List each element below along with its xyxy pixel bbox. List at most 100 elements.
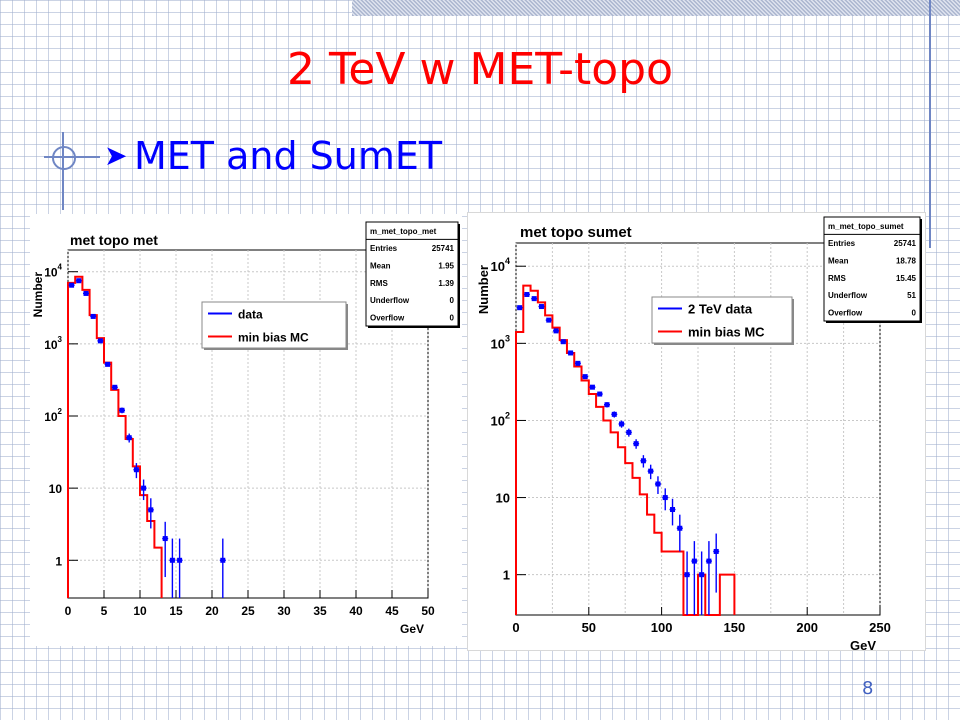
data-point <box>567 350 574 356</box>
y-tick-label: 1 <box>503 568 510 583</box>
stats-row-value: 25741 <box>894 239 917 248</box>
stats-row-value: 15.45 <box>896 274 917 283</box>
data-marker <box>162 536 168 542</box>
x-tick-label: 100 <box>651 620 673 635</box>
legend-label: min bias MC <box>688 325 765 340</box>
top-decorative-band <box>352 0 960 16</box>
stats-row-label: Underflow <box>828 291 868 300</box>
x-tick-label: 15 <box>169 604 183 618</box>
data-point <box>705 541 712 615</box>
data-marker <box>69 282 75 288</box>
x-tick-label: 50 <box>582 620 596 635</box>
data-point <box>68 282 75 288</box>
data-point <box>169 538 176 598</box>
stats-row-value: 1.95 <box>438 261 454 270</box>
data-marker <box>76 278 82 284</box>
data-marker <box>141 485 147 491</box>
data-marker <box>148 507 154 513</box>
data-point <box>97 338 104 344</box>
data-point <box>647 464 654 480</box>
legend-box <box>201 301 347 349</box>
x-tick-label: 5 <box>101 604 108 618</box>
data-point <box>676 514 683 552</box>
data-marker <box>662 495 668 501</box>
stats-row-value: 25741 <box>432 244 455 253</box>
data-marker <box>568 350 574 356</box>
x-tick-label: 200 <box>796 620 818 635</box>
x-tick-label: 0 <box>512 620 519 635</box>
y-axis-label: Number <box>31 272 45 318</box>
data-marker <box>619 421 625 427</box>
y-tick-label: 10 <box>49 482 63 496</box>
data-marker <box>640 458 646 464</box>
stats-row-value: 0 <box>450 296 455 305</box>
data-point <box>560 339 567 345</box>
stats-row-value: 51 <box>907 291 916 300</box>
data-point <box>662 488 669 511</box>
x-tick-label: 35 <box>313 604 327 618</box>
data-point <box>176 538 183 598</box>
stats-row-label: Overflow <box>370 313 405 322</box>
y-axis-label: Number <box>476 265 491 314</box>
data-marker <box>517 305 523 311</box>
data-point <box>596 391 603 397</box>
x-tick-label: 50 <box>421 604 435 618</box>
data-point <box>691 541 698 615</box>
data-marker <box>597 391 603 397</box>
data-point <box>669 498 676 526</box>
data-marker <box>97 338 103 344</box>
data-point <box>531 296 538 302</box>
data-marker <box>670 507 676 513</box>
met-histogram-panel: 0 5 10 15 20 25 30 35 40 45 50 1 10 102 103 104 met topo… <box>30 214 462 646</box>
y-tick-label: 10 <box>496 491 510 506</box>
data-point <box>618 420 625 428</box>
data-point <box>219 538 226 598</box>
stats-row-label: Mean <box>828 256 849 265</box>
data-marker <box>684 572 690 578</box>
data-point <box>640 455 647 468</box>
legend-label: min bias MC <box>238 331 309 345</box>
data-marker <box>169 557 175 563</box>
data-point <box>75 278 82 284</box>
y-tick-label: 104 <box>491 256 510 274</box>
stats-row-label: Entries <box>370 244 398 253</box>
data-point <box>611 411 618 418</box>
data-marker <box>83 290 89 296</box>
data-point <box>713 533 720 593</box>
mc-histogram-line <box>515 284 736 616</box>
data-marker <box>655 481 661 487</box>
data-point <box>545 317 552 323</box>
data-point <box>589 384 596 390</box>
data-point <box>633 439 640 449</box>
data-marker <box>119 407 125 413</box>
stats-row-value: 18.78 <box>896 256 917 265</box>
y-tick-label: 102 <box>44 407 62 424</box>
legend-box <box>651 296 793 344</box>
data-marker <box>633 441 639 447</box>
mc-histogram-line <box>67 275 163 598</box>
data-point <box>147 498 154 529</box>
data-point <box>516 305 523 311</box>
x-tick-label: 0 <box>65 604 72 618</box>
met-histogram-chart: 0 5 10 15 20 25 30 35 40 45 50 1 10 102 103 104 met topo… <box>31 221 460 636</box>
sumet-histogram-panel: 0 50 100 150 200 250 1 10 102 103 104 met topo sume… <box>467 212 926 651</box>
x-tick-label: 150 <box>724 620 746 635</box>
stats-box <box>365 221 459 327</box>
x-tick-label: 30 <box>277 604 291 618</box>
stats-row-value: 0 <box>912 308 917 317</box>
data-marker <box>691 558 697 564</box>
data-marker <box>220 557 226 563</box>
data-point <box>104 361 111 367</box>
data-marker <box>575 360 581 366</box>
data-marker <box>611 411 617 417</box>
bullet-item: ➤ MET and SumET <box>104 134 442 178</box>
y-tick-label: 104 <box>44 263 62 280</box>
y-tick-label: 103 <box>491 333 510 351</box>
x-tick-label: 10 <box>133 604 147 618</box>
legend-label: 2 TeV data <box>688 302 753 317</box>
y-tick-label: 103 <box>44 335 62 352</box>
x-tick-label: 20 <box>205 604 219 618</box>
y-tick-label: 102 <box>491 410 510 428</box>
data-marker <box>538 304 544 310</box>
right-arrow-icon: ➤ <box>104 139 128 172</box>
